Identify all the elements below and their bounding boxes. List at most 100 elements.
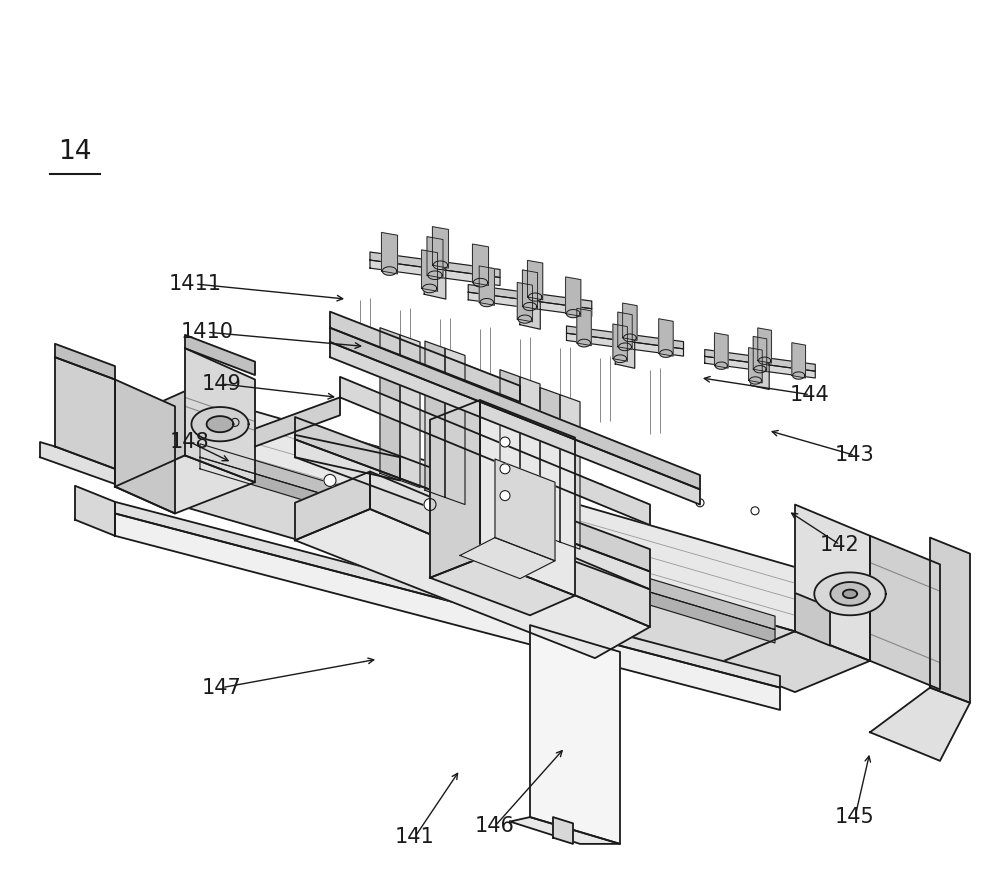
Polygon shape [749, 377, 761, 384]
Polygon shape [191, 407, 249, 441]
Circle shape [424, 498, 436, 511]
Polygon shape [382, 232, 398, 274]
Polygon shape [523, 303, 537, 311]
Polygon shape [115, 502, 780, 688]
Polygon shape [520, 377, 540, 532]
Polygon shape [295, 417, 650, 572]
Polygon shape [295, 435, 400, 480]
Polygon shape [843, 589, 857, 598]
Polygon shape [115, 455, 795, 663]
Polygon shape [792, 343, 805, 378]
Polygon shape [577, 308, 591, 346]
Polygon shape [428, 271, 442, 280]
Polygon shape [55, 357, 115, 469]
Polygon shape [623, 334, 636, 342]
Text: 14: 14 [58, 138, 92, 165]
Polygon shape [115, 391, 185, 487]
Polygon shape [759, 357, 771, 364]
Polygon shape [618, 313, 632, 349]
Polygon shape [566, 310, 580, 318]
Polygon shape [380, 328, 400, 480]
Circle shape [596, 484, 604, 491]
Polygon shape [751, 355, 769, 389]
Polygon shape [528, 261, 543, 300]
Polygon shape [330, 312, 520, 402]
Polygon shape [553, 817, 573, 844]
Polygon shape [520, 291, 540, 330]
Polygon shape [715, 362, 727, 370]
Polygon shape [930, 538, 970, 703]
Polygon shape [425, 341, 445, 497]
Circle shape [500, 437, 510, 447]
Polygon shape [330, 328, 700, 489]
Polygon shape [445, 348, 465, 505]
Polygon shape [758, 328, 771, 363]
Polygon shape [522, 270, 538, 309]
Polygon shape [480, 298, 494, 306]
Polygon shape [400, 335, 420, 488]
Polygon shape [715, 333, 728, 368]
Polygon shape [185, 335, 255, 375]
Polygon shape [422, 284, 437, 293]
Polygon shape [566, 277, 581, 316]
Polygon shape [370, 472, 650, 627]
Text: 141: 141 [395, 827, 435, 847]
Polygon shape [660, 350, 672, 357]
Polygon shape [185, 391, 795, 631]
Polygon shape [615, 332, 635, 368]
Polygon shape [422, 250, 438, 291]
Circle shape [396, 450, 404, 457]
Polygon shape [430, 558, 575, 615]
Polygon shape [830, 582, 870, 605]
Polygon shape [566, 333, 684, 356]
Polygon shape [200, 457, 775, 643]
Circle shape [496, 467, 504, 474]
Polygon shape [340, 377, 650, 525]
Polygon shape [330, 342, 700, 505]
Polygon shape [495, 459, 555, 561]
Polygon shape [468, 285, 592, 309]
Polygon shape [500, 370, 520, 525]
Text: 1410: 1410 [180, 322, 234, 342]
Polygon shape [115, 380, 175, 513]
Text: 144: 144 [790, 385, 830, 405]
Polygon shape [870, 688, 970, 761]
Polygon shape [382, 267, 397, 275]
Text: 143: 143 [835, 446, 875, 465]
Text: 149: 149 [202, 374, 242, 394]
Polygon shape [40, 442, 115, 484]
Polygon shape [473, 279, 488, 287]
Polygon shape [473, 244, 488, 286]
Polygon shape [370, 260, 500, 286]
Polygon shape [510, 817, 620, 844]
Polygon shape [517, 282, 532, 321]
Circle shape [751, 507, 759, 514]
Circle shape [231, 419, 239, 426]
Polygon shape [749, 347, 762, 383]
Text: 146: 146 [475, 816, 515, 836]
Polygon shape [433, 261, 448, 270]
Text: 147: 147 [202, 678, 242, 697]
Polygon shape [518, 315, 532, 323]
Polygon shape [614, 355, 627, 363]
Polygon shape [295, 509, 650, 658]
Polygon shape [430, 400, 480, 578]
Polygon shape [480, 400, 575, 596]
Circle shape [696, 499, 704, 506]
Polygon shape [479, 266, 494, 305]
Text: 1411: 1411 [168, 274, 222, 294]
Polygon shape [468, 292, 592, 316]
Polygon shape [578, 339, 590, 346]
Polygon shape [619, 343, 631, 351]
Polygon shape [566, 326, 684, 349]
Polygon shape [295, 472, 370, 540]
Polygon shape [115, 455, 255, 513]
Polygon shape [795, 593, 830, 646]
Circle shape [534, 522, 546, 535]
Polygon shape [793, 371, 805, 380]
Polygon shape [754, 365, 766, 373]
Polygon shape [295, 439, 650, 589]
Polygon shape [460, 538, 555, 579]
Polygon shape [870, 536, 940, 689]
Polygon shape [424, 260, 446, 299]
